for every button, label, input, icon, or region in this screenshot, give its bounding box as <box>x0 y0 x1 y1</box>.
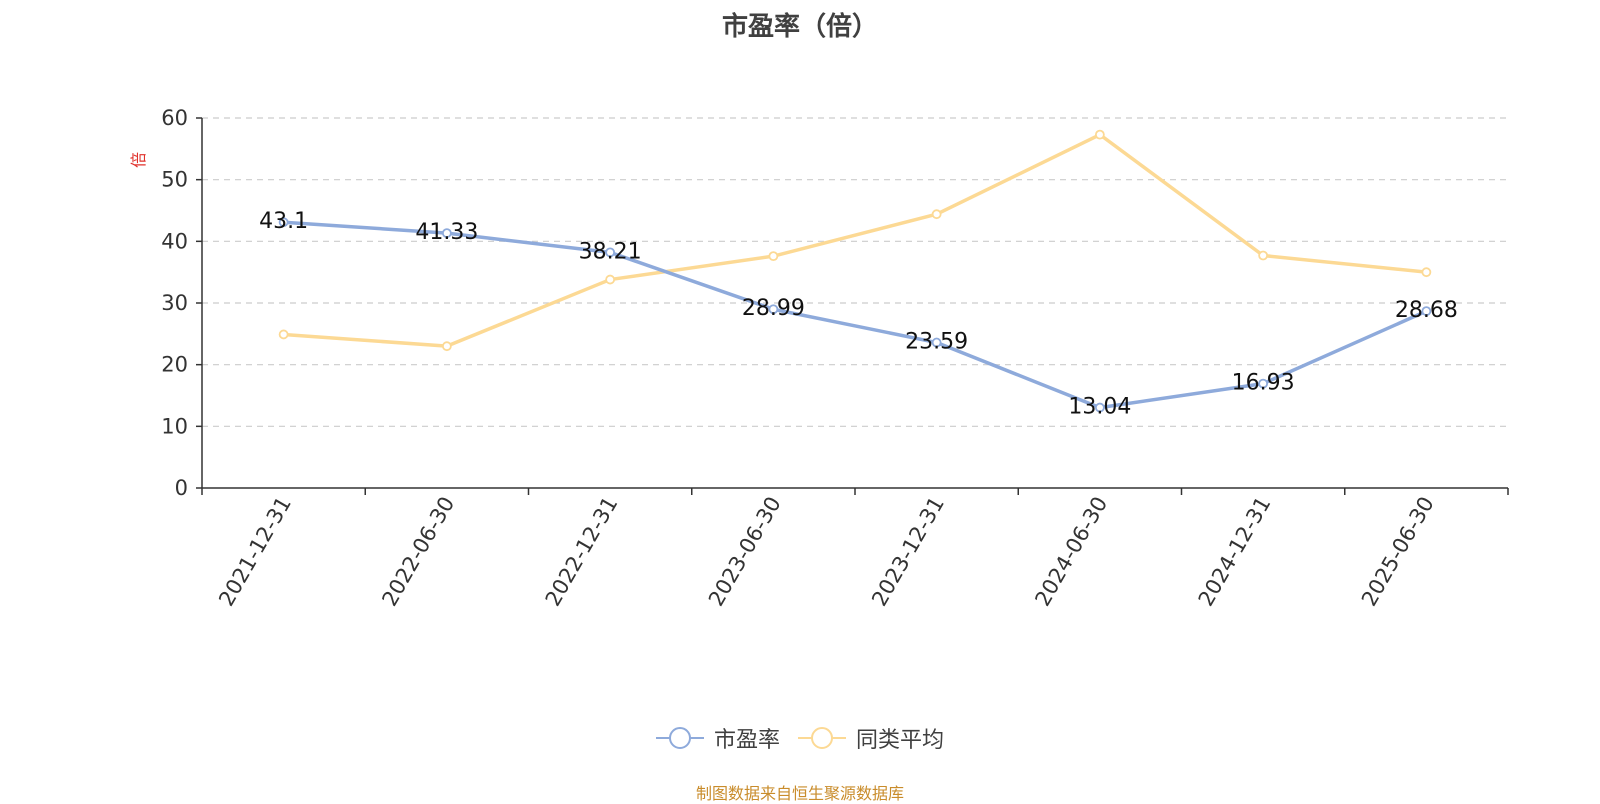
x-tick-label: 2025-06-30 <box>1357 493 1439 611</box>
data-point <box>441 228 452 239</box>
x-tick-label: 2022-12-31 <box>541 493 623 611</box>
x-tick-label: 2021-12-31 <box>214 493 296 611</box>
data-point <box>931 337 942 348</box>
legend-marker-icon <box>798 727 846 749</box>
data-point <box>1258 250 1269 261</box>
data-point <box>1094 129 1105 140</box>
data-point <box>278 329 289 340</box>
data-label: 28.68 <box>1395 298 1458 323</box>
data-label: 41.33 <box>415 220 478 245</box>
x-tick-label: 2022-06-30 <box>377 493 459 611</box>
x-tick-label: 2023-12-31 <box>867 493 949 611</box>
series-line-1 <box>283 132 1427 348</box>
source-note: 制图数据来自恒生聚源数据库 <box>695 784 904 803</box>
data-label: 23.59 <box>905 330 968 355</box>
x-tick-label: 2024-06-30 <box>1030 493 1112 611</box>
series-line-0 <box>283 220 1428 410</box>
y-tick-label: 30 <box>161 291 188 315</box>
x-tick-label: 2024-12-31 <box>1194 493 1276 611</box>
y-axis-label: 倍 <box>129 152 148 168</box>
data-point <box>1421 306 1432 317</box>
data-point <box>605 247 616 258</box>
data-label: 13.04 <box>1068 395 1131 420</box>
legend-label: 市盈率 <box>713 728 780 753</box>
data-point <box>1258 378 1269 389</box>
data-point <box>1094 402 1105 413</box>
y-tick-label: 10 <box>161 414 188 438</box>
data-point <box>278 217 289 228</box>
data-point <box>1421 267 1432 278</box>
y-tick-label: 60 <box>161 106 188 130</box>
data-label: 16.93 <box>1232 371 1295 396</box>
data-point <box>441 341 452 352</box>
data-label: 38.21 <box>579 239 642 264</box>
y-tick-label: 50 <box>161 168 188 192</box>
data-point <box>605 274 616 285</box>
y-tick-label: 40 <box>161 229 188 253</box>
data-point <box>931 209 942 220</box>
legend-item-0[interactable]: 市盈率 <box>655 722 780 754</box>
legend-label: 同类平均 <box>856 728 945 753</box>
legend: 市盈率 同类平均 <box>0 722 1600 754</box>
data-point <box>768 304 779 315</box>
legend-item-1[interactable]: 同类平均 <box>798 722 944 754</box>
data-point <box>768 251 779 262</box>
data-label: 43.1 <box>259 209 308 234</box>
x-tick-label: 2023-06-30 <box>704 493 786 611</box>
y-tick-label: 0 <box>175 476 188 500</box>
y-tick-label: 20 <box>161 353 188 377</box>
chart-title: 市盈率（倍） <box>721 12 878 42</box>
legend-marker-icon <box>655 727 704 749</box>
data-label: 28.99 <box>742 296 805 321</box>
